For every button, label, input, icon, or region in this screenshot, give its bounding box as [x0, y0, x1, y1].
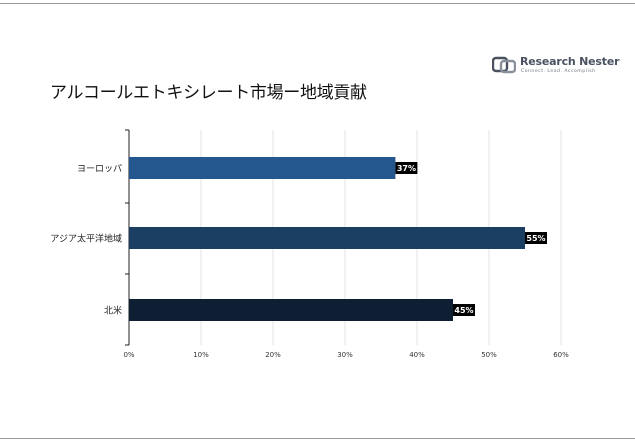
data-label-box	[453, 304, 475, 316]
x-tick-label: 60%	[553, 351, 569, 359]
bar	[129, 157, 396, 179]
brand-tagline: Connect. Lead. Accomplish	[521, 69, 596, 74]
category-label: ヨーロッパ	[77, 164, 122, 175]
chart-title: アルコールエトキシレート市場ー地域貢献	[50, 83, 367, 103]
bar	[129, 227, 525, 249]
x-tick-label: 50%	[481, 351, 497, 359]
x-tick-label: 40%	[409, 351, 425, 359]
x-tick-label: 30%	[337, 351, 353, 359]
bar	[129, 299, 453, 321]
x-tick-label: 10%	[193, 351, 209, 359]
x-tick-label: 20%	[265, 351, 281, 359]
data-label: 55%	[526, 234, 545, 243]
research-nester-logo-icon	[492, 56, 516, 74]
top-rule	[0, 3, 635, 4]
data-label: 45%	[454, 306, 473, 315]
brand-logo: Research Nester Connect. Lead. Accomplis…	[492, 55, 620, 83]
category-label: 北米	[104, 305, 122, 317]
data-label-box	[395, 162, 418, 174]
category-label: アジア太平洋地域	[50, 233, 122, 245]
bottom-rule	[0, 438, 635, 439]
data-label-box	[525, 232, 547, 244]
x-tick-label: 0%	[123, 351, 134, 359]
brand-name: Research Nester	[520, 55, 620, 68]
data-label: 37%	[397, 164, 416, 173]
